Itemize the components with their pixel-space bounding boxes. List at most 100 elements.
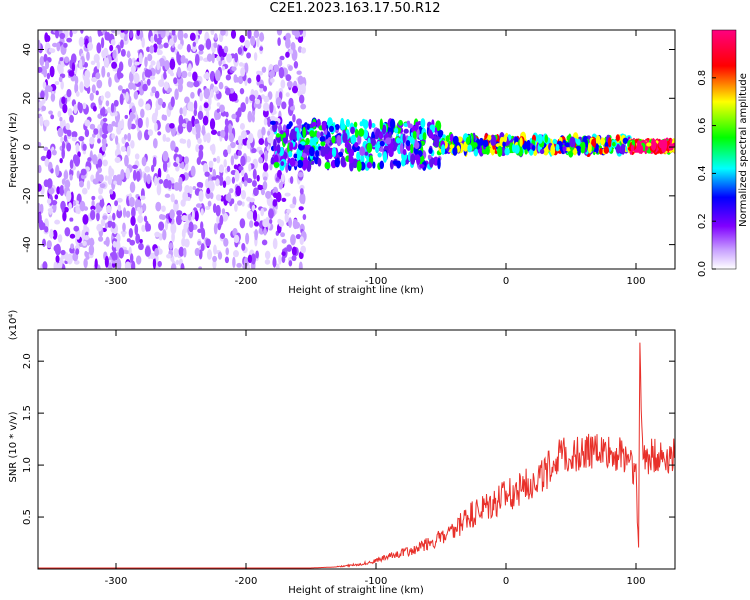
x-tick-label: 0 — [503, 576, 509, 587]
heatmap-cell — [286, 208, 292, 214]
heatmap-cell — [121, 88, 126, 94]
heatmap-cell — [94, 258, 98, 269]
heatmap-cell — [158, 221, 165, 231]
heatmap-cell — [169, 209, 175, 220]
heatmap-cell — [161, 205, 166, 212]
heatmap-cell — [81, 187, 88, 195]
heatmap-cell — [59, 57, 64, 62]
heatmap-cell — [145, 220, 149, 232]
heatmap-cell — [203, 102, 209, 109]
heatmap-cell — [129, 239, 136, 246]
heatmap-cell — [82, 214, 89, 225]
heatmap-cell — [115, 135, 119, 145]
heatmap-cell — [288, 150, 293, 158]
heatmap-cell — [303, 147, 309, 154]
heatmap-cell — [281, 251, 286, 257]
heatmap-cell — [170, 193, 175, 203]
heatmap-cell — [111, 133, 116, 139]
heatmap-cell — [168, 242, 174, 250]
heatmap-cell — [101, 65, 106, 78]
heatmap-cell — [228, 188, 234, 194]
heatmap-cell — [232, 256, 236, 269]
heatmap-cell — [177, 66, 182, 78]
heatmap-cell — [198, 144, 204, 151]
heatmap-cell — [97, 166, 102, 174]
heatmap-cell — [388, 148, 394, 158]
heatmap-cell — [418, 133, 424, 141]
heatmap-cell — [140, 108, 145, 119]
heatmap-cell — [150, 60, 156, 66]
heatmap-cell — [206, 53, 213, 62]
heatmap-cell — [504, 147, 510, 156]
heatmap-cell — [38, 212, 42, 224]
heatmap-cell — [175, 156, 180, 164]
heatmap-cell — [60, 136, 64, 143]
heatmap-cell — [268, 208, 274, 220]
heatmap-cell — [98, 236, 104, 242]
heatmap-cell — [222, 180, 227, 188]
heatmap-cell — [263, 227, 267, 236]
heatmap-cell — [234, 203, 238, 212]
heatmap-cell — [186, 120, 193, 133]
heatmap-cell — [223, 45, 229, 54]
heatmap-cell — [392, 160, 399, 165]
heatmap-cell — [286, 80, 293, 88]
heatmap-cell — [142, 203, 147, 212]
heatmap-cell — [267, 130, 271, 137]
heatmap-cell — [107, 106, 111, 114]
heatmap-cell — [130, 64, 136, 75]
heatmap-cell — [186, 81, 192, 88]
colorbar-gradient — [711, 29, 737, 270]
heatmap-cell — [200, 243, 205, 252]
heatmap-cell — [210, 30, 215, 36]
heatmap-cell — [214, 33, 218, 41]
heatmap-cell — [482, 139, 489, 148]
heatmap-cell — [111, 61, 118, 69]
heatmap-cell — [152, 257, 157, 269]
heatmap-cell — [53, 245, 59, 252]
heatmap-cell — [200, 208, 204, 216]
heatmap-cell — [137, 130, 143, 141]
heatmap-cell — [120, 230, 127, 235]
heatmap-cell — [113, 111, 118, 117]
heatmap-cell — [72, 30, 78, 34]
heatmap-cell — [160, 214, 166, 220]
heatmap-cell — [275, 263, 280, 269]
heatmap-cell — [302, 126, 307, 139]
heatmap-cell — [68, 70, 75, 77]
heatmap-cell — [45, 35, 51, 42]
heatmap-cell — [612, 141, 616, 147]
heatmap-cell — [105, 236, 110, 247]
heatmap-cell — [48, 110, 53, 115]
heatmap-cell — [170, 263, 177, 269]
heatmap-cell — [86, 51, 90, 61]
heatmap-cell — [256, 102, 262, 110]
heatmap-cell — [288, 260, 293, 267]
heatmap-cell — [205, 238, 211, 247]
heatmap-cell — [163, 81, 169, 91]
heatmap-cell — [128, 71, 134, 83]
heatmap-cell — [564, 142, 571, 148]
heatmap-cell — [90, 209, 96, 221]
heatmap-cell — [199, 92, 203, 102]
heatmap-cell — [437, 130, 444, 138]
heatmap-cell — [69, 159, 74, 170]
heatmap-cell — [102, 215, 108, 220]
heatmap-cell — [297, 75, 304, 85]
heatmap-cell — [156, 37, 162, 45]
heatmap-cell — [297, 171, 304, 178]
heatmap-cell — [169, 58, 176, 70]
heatmap-cell — [449, 144, 455, 149]
heatmap-cell — [106, 204, 112, 214]
heatmap-cell — [59, 116, 63, 122]
heatmap-cell — [191, 209, 195, 221]
heatmap-cell — [293, 60, 299, 69]
heatmap-cell — [163, 42, 169, 49]
heatmap-cell — [227, 123, 233, 134]
heatmap-cell — [48, 47, 54, 53]
heatmap-cell — [269, 120, 276, 126]
heatmap-cell — [59, 257, 63, 269]
heatmap-cell — [138, 242, 144, 251]
heatmap-cell — [340, 156, 346, 167]
heatmap-cell — [186, 196, 191, 202]
